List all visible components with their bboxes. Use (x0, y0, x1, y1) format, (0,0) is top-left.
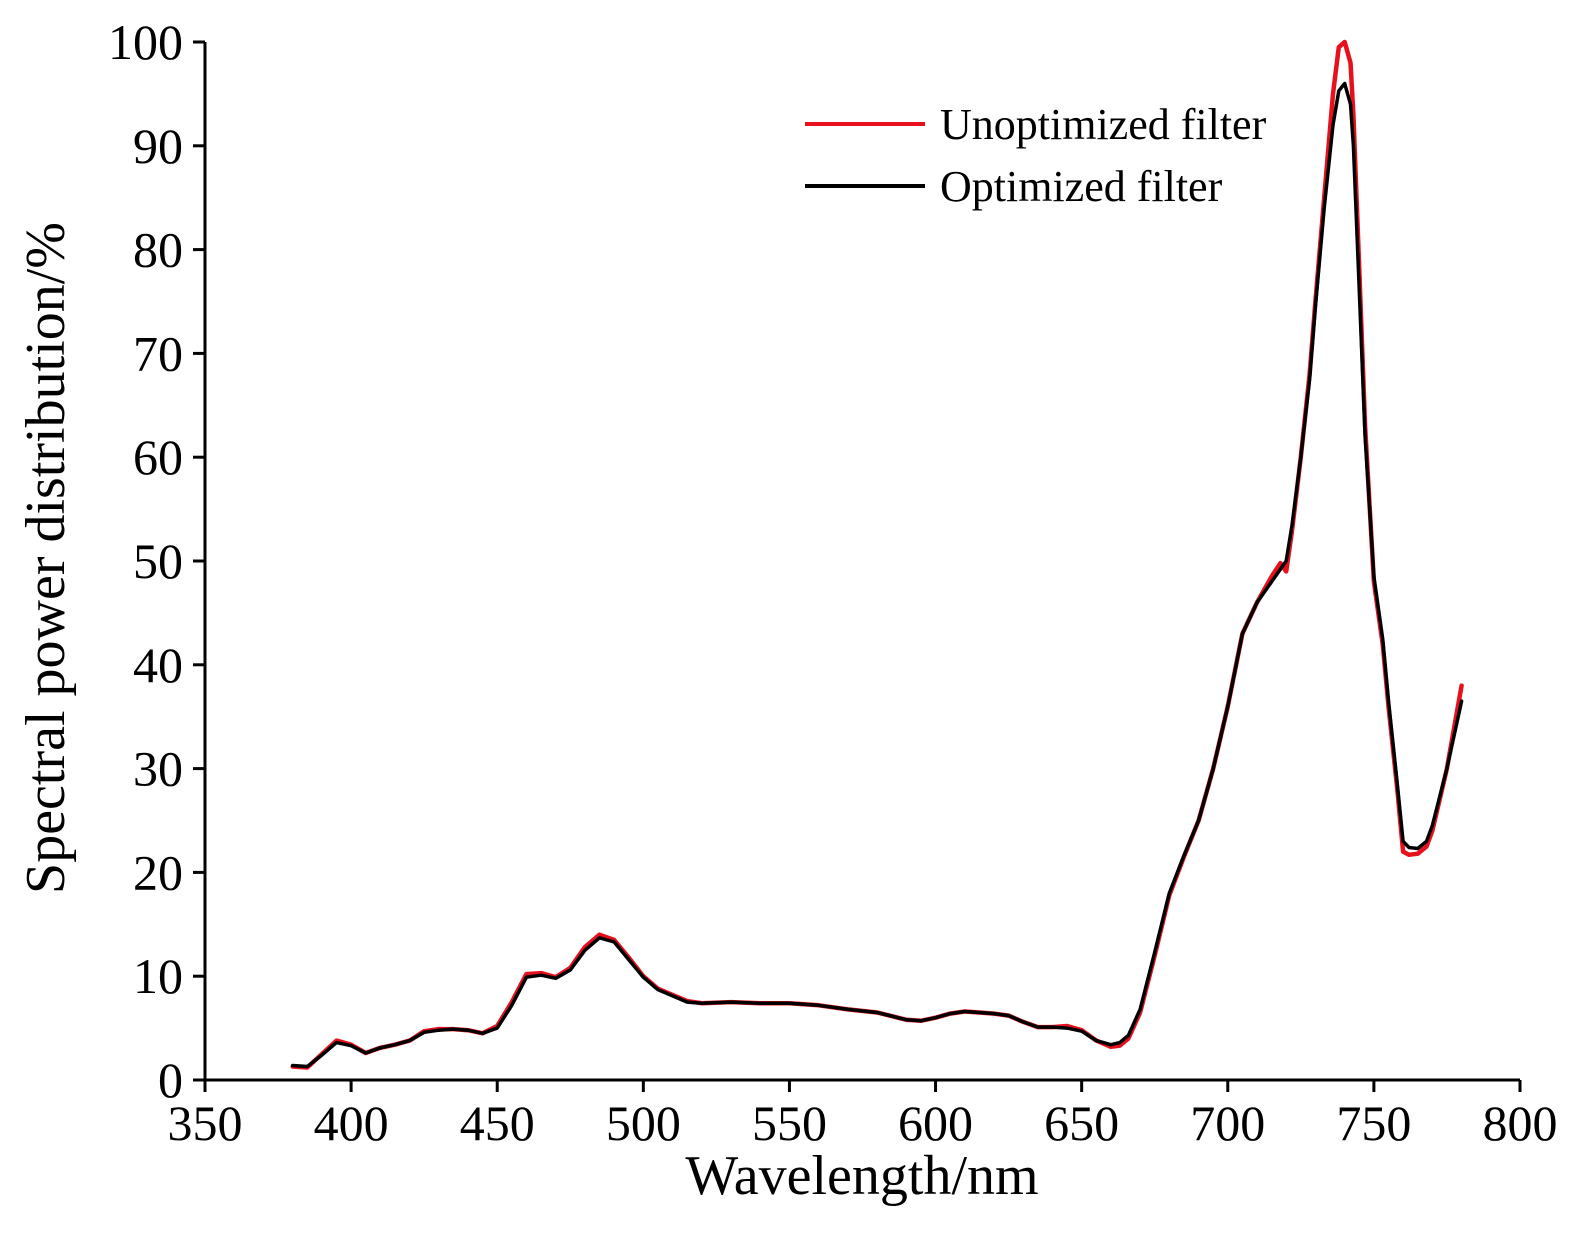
y-tick-label: 60 (133, 429, 183, 485)
legend: Unoptimized filter Optimized filter (805, 100, 1267, 211)
x-tick-label: 450 (460, 1095, 535, 1151)
legend-label: Optimized filter (940, 162, 1223, 211)
axes: 350 400 450 500 550 600 650 700 750 800 0 10 20 30 40 5… (108, 14, 1558, 1151)
series-line-optimized (290, 81, 1464, 1069)
x-tick-label: 800 (1483, 1095, 1558, 1151)
x-tick-label: 500 (606, 1095, 681, 1151)
x-tick-label: 550 (752, 1095, 827, 1151)
y-tick-label: 40 (133, 637, 183, 693)
y-tick-label: 10 (133, 948, 183, 1004)
y-tick-label: 80 (133, 222, 183, 278)
x-axis-title: Wavelength/nm (685, 1145, 1038, 1207)
x-tick-label: 650 (1044, 1095, 1119, 1151)
y-tick-label: 70 (133, 325, 183, 381)
y-tick-label: 20 (133, 844, 183, 900)
y-tick-label: 90 (133, 118, 183, 174)
x-tick-label: 750 (1336, 1095, 1411, 1151)
y-axis-title: Spectral power distribution/% (15, 222, 77, 894)
y-tick-label: 50 (133, 533, 183, 589)
legend-label: Unoptimized filter (940, 100, 1267, 149)
y-tick-label: 30 (133, 741, 183, 797)
x-tick-label: 600 (898, 1095, 973, 1151)
x-tick-label: 400 (314, 1095, 389, 1151)
series-layer (290, 39, 1464, 1070)
y-tick-label: 0 (158, 1052, 183, 1108)
x-tick-label: 350 (168, 1095, 243, 1151)
x-tick-label: 700 (1190, 1095, 1265, 1151)
y-tick-label: 100 (108, 14, 183, 70)
